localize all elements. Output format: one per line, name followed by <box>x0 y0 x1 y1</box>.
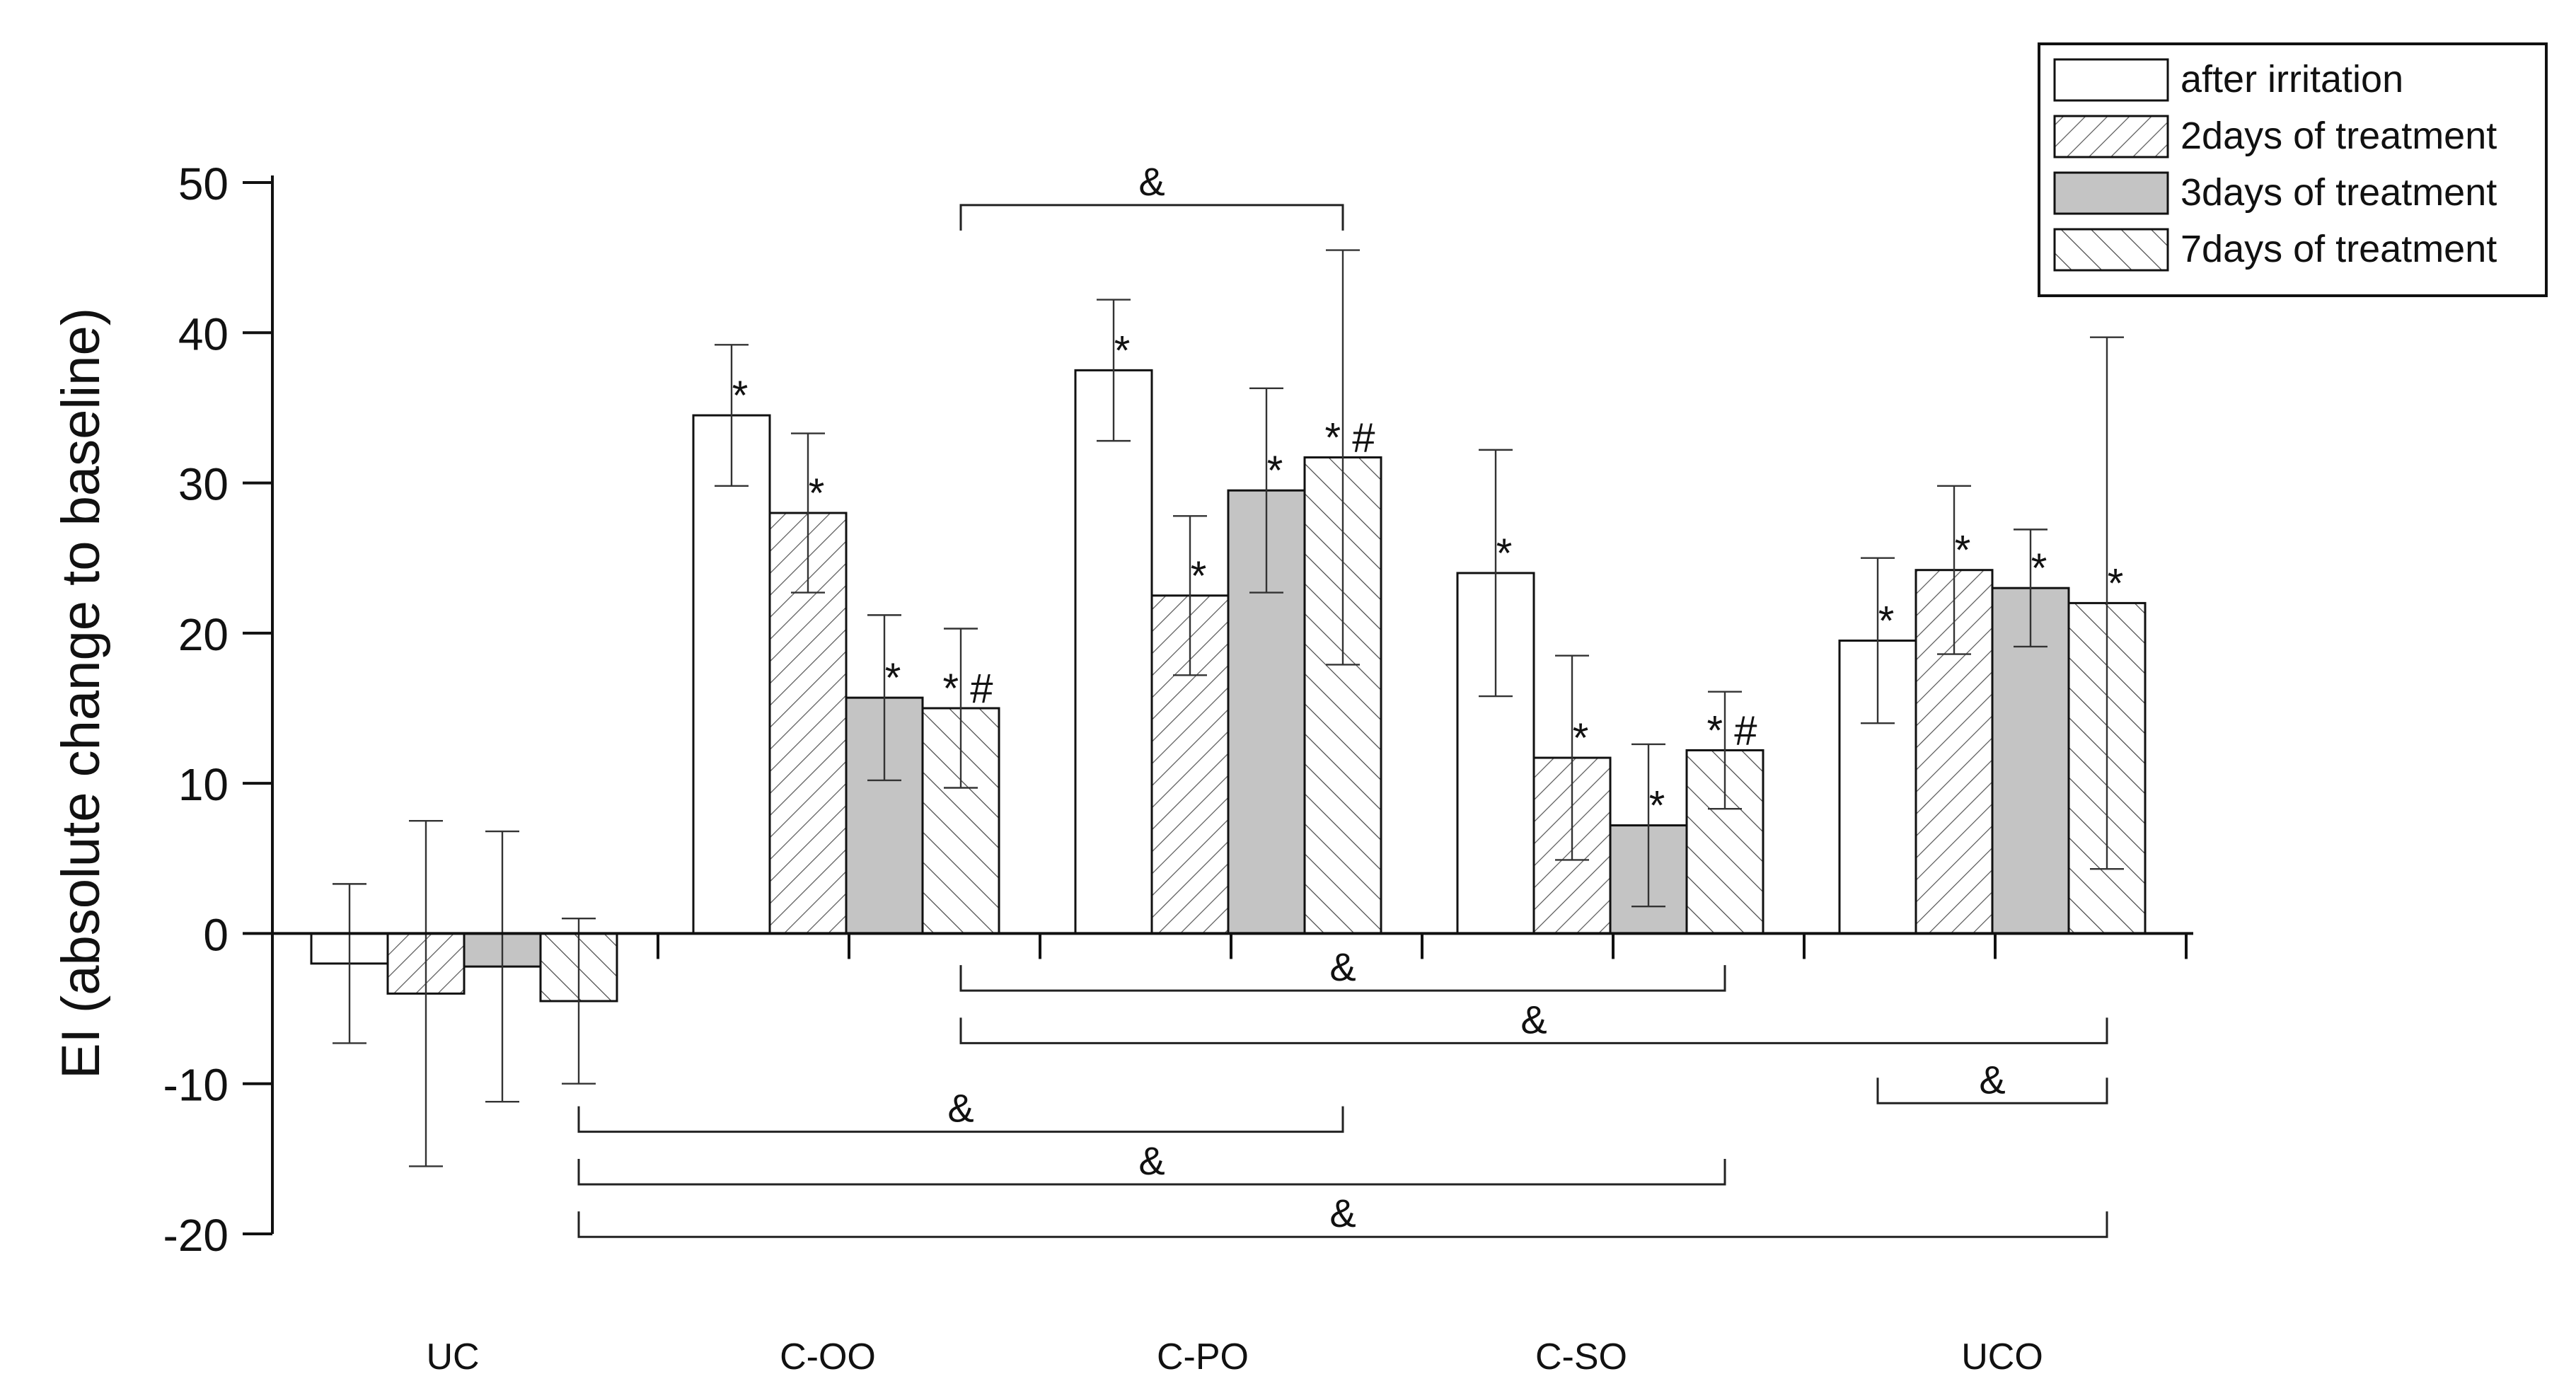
error-bar-c-po-series-3 <box>1249 387 1283 594</box>
significance-mark: * <box>2108 560 2124 606</box>
legend-label-series-3: 3days of treatment <box>2181 171 2497 214</box>
error-bar-c-oo-series-2 <box>791 432 825 594</box>
significance-mark: * <box>1878 598 1895 644</box>
legend-swatch-series-3 <box>2053 171 2169 215</box>
error-bar-c-oo-series-3 <box>867 614 901 782</box>
significance-mark: * <box>1573 715 1589 761</box>
error-bar-c-so-series-4 <box>1708 691 1742 810</box>
x-category-label-c-so: C-SO <box>1535 1336 1627 1378</box>
error-bar-uc-series-1 <box>333 883 366 1044</box>
significance-mark: * # <box>943 666 993 712</box>
significance-mark: * <box>1191 553 1207 599</box>
bracket-line <box>959 1017 2108 1044</box>
bracket-line <box>577 1158 1726 1186</box>
significance-bracket-3: & <box>959 997 2108 1044</box>
error-bar-c-po-series-2 <box>1173 515 1207 676</box>
significance-mark: * # <box>1707 708 1757 753</box>
error-bar-c-po-series-4 <box>1326 249 1360 666</box>
error-bar-c-so-series-2 <box>1555 654 1589 861</box>
y-tick-label: 10 <box>178 759 229 810</box>
y-axis-title: EI (absolute change to baseline) <box>51 308 111 1079</box>
bracket-label: & <box>1329 1191 1356 1235</box>
error-bar-uco-series-4 <box>2090 336 2124 870</box>
error-bar-uc-series-2 <box>409 820 443 1167</box>
bracket-line <box>577 1211 2108 1238</box>
y-tick-label: 40 <box>178 308 229 359</box>
error-bar-uc-series-4 <box>562 917 596 1085</box>
bracket-line <box>959 965 1726 992</box>
significance-mark: * <box>1496 531 1513 577</box>
y-tick-label: -10 <box>163 1060 229 1111</box>
bracket-label: & <box>1138 159 1165 204</box>
error-bar-c-so-series-3 <box>1631 743 1665 908</box>
significance-bracket-6: & <box>577 1138 1726 1186</box>
significance-mark: * <box>732 373 749 419</box>
bracket-label: & <box>1329 945 1356 989</box>
significance-mark: * <box>1114 328 1131 374</box>
significance-mark: * <box>1267 448 1283 494</box>
bracket-line <box>959 204 1344 231</box>
error-bar-uc-series-3 <box>485 830 519 1103</box>
legend-swatch-series-1 <box>2053 58 2169 102</box>
significance-bracket-2: & <box>959 945 1726 992</box>
error-bar-c-oo-series-1 <box>715 344 749 487</box>
significance-mark: * # <box>1325 415 1375 461</box>
y-tick-label: 30 <box>178 459 229 510</box>
error-bar-c-po-series-1 <box>1097 299 1131 442</box>
bracket-line <box>577 1106 1344 1133</box>
x-category-label-c-po: C-PO <box>1157 1336 1249 1378</box>
bracket-label: & <box>1520 997 1547 1041</box>
legend-label-series-4: 7days of treatment <box>2181 228 2497 270</box>
error-bar-c-oo-series-4 <box>944 628 978 789</box>
bracket-label: & <box>947 1086 974 1131</box>
error-bar-uco-series-1 <box>1861 557 1895 724</box>
bar-c-po-series-1 <box>1074 369 1153 935</box>
x-category-label-c-oo: C-OO <box>780 1336 876 1378</box>
y-tick-label: 0 <box>203 909 229 960</box>
bracket-label: & <box>1979 1057 2005 1102</box>
legend-label-series-2: 2days of treatment <box>2181 115 2497 157</box>
significance-bracket-4: & <box>1876 1057 2108 1104</box>
x-category-label-uc: UC <box>426 1336 479 1378</box>
legend-swatch-series-4 <box>2053 228 2169 272</box>
significance-mark: * <box>1955 528 1971 574</box>
significance-bracket-5: & <box>577 1086 1344 1133</box>
error-bar-uco-series-3 <box>2014 529 2047 648</box>
significance-mark: * <box>885 655 901 701</box>
y-tick-label: -20 <box>163 1210 229 1261</box>
significance-bracket-7: & <box>577 1191 2108 1238</box>
bracket-line <box>1876 1078 2108 1104</box>
significance-mark: * <box>2031 545 2047 591</box>
bar-c-oo-series-1 <box>692 414 771 935</box>
error-bar-c-so-series-1 <box>1479 449 1513 698</box>
significance-bracket-1: & <box>959 159 1344 231</box>
legend-label-series-1: after irritation <box>2181 58 2403 100</box>
bar-c-so-series-4 <box>1685 749 1764 935</box>
significance-mark: * <box>809 470 825 516</box>
x-category-label-uco: UCO <box>1961 1336 2043 1378</box>
significance-mark: * <box>1649 783 1665 829</box>
error-bar-uco-series-2 <box>1937 485 1971 655</box>
bracket-label: & <box>1138 1138 1165 1183</box>
y-tick-label: 20 <box>178 609 229 660</box>
y-tick-label: 50 <box>178 158 229 209</box>
legend-swatch-series-2 <box>2053 115 2169 158</box>
